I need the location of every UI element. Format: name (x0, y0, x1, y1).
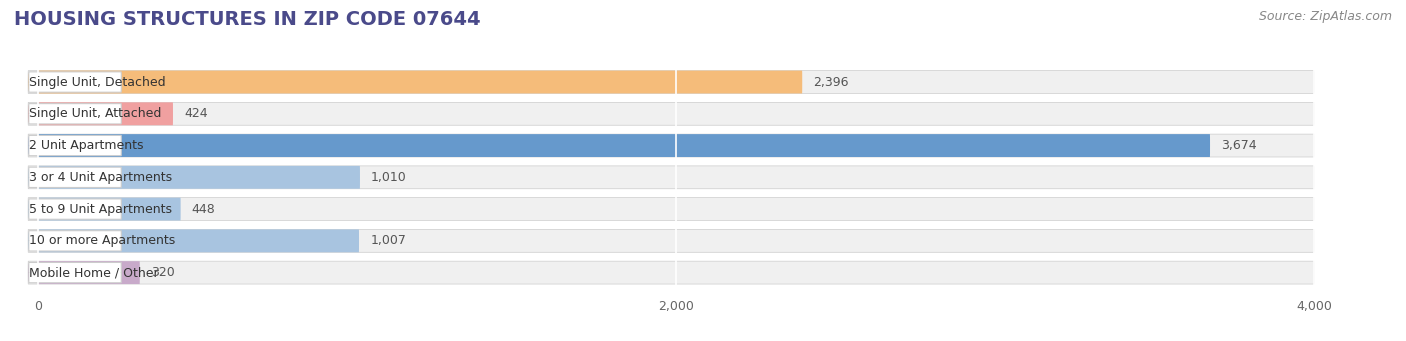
Text: 1,007: 1,007 (370, 234, 406, 247)
Text: Single Unit, Attached: Single Unit, Attached (30, 107, 162, 120)
FancyBboxPatch shape (28, 134, 1315, 157)
FancyBboxPatch shape (38, 229, 359, 252)
Text: 424: 424 (184, 107, 208, 120)
FancyBboxPatch shape (28, 167, 121, 188)
Text: 448: 448 (191, 203, 215, 216)
Text: 2 Unit Apartments: 2 Unit Apartments (30, 139, 143, 152)
FancyBboxPatch shape (38, 71, 803, 93)
FancyBboxPatch shape (28, 71, 1315, 93)
FancyBboxPatch shape (28, 102, 1315, 125)
FancyBboxPatch shape (28, 135, 121, 156)
Text: 2,396: 2,396 (814, 75, 849, 89)
Text: 3 or 4 Unit Apartments: 3 or 4 Unit Apartments (30, 171, 172, 184)
FancyBboxPatch shape (28, 261, 1315, 284)
FancyBboxPatch shape (38, 166, 360, 189)
FancyBboxPatch shape (38, 261, 139, 284)
FancyBboxPatch shape (28, 231, 121, 251)
FancyBboxPatch shape (38, 134, 1211, 157)
FancyBboxPatch shape (28, 199, 121, 219)
FancyBboxPatch shape (28, 263, 121, 283)
Text: HOUSING STRUCTURES IN ZIP CODE 07644: HOUSING STRUCTURES IN ZIP CODE 07644 (14, 10, 481, 29)
Text: 5 to 9 Unit Apartments: 5 to 9 Unit Apartments (30, 203, 172, 216)
FancyBboxPatch shape (28, 104, 121, 124)
Text: Source: ZipAtlas.com: Source: ZipAtlas.com (1258, 10, 1392, 23)
Text: 1,010: 1,010 (371, 171, 406, 184)
Text: 10 or more Apartments: 10 or more Apartments (30, 234, 176, 247)
FancyBboxPatch shape (28, 166, 1315, 189)
FancyBboxPatch shape (38, 198, 180, 221)
FancyBboxPatch shape (28, 198, 1315, 221)
FancyBboxPatch shape (28, 229, 1315, 252)
FancyBboxPatch shape (38, 102, 173, 125)
Text: Single Unit, Detached: Single Unit, Detached (30, 75, 166, 89)
Text: 320: 320 (150, 266, 174, 279)
Text: Mobile Home / Other: Mobile Home / Other (30, 266, 159, 279)
Text: 3,674: 3,674 (1222, 139, 1257, 152)
FancyBboxPatch shape (28, 72, 121, 92)
